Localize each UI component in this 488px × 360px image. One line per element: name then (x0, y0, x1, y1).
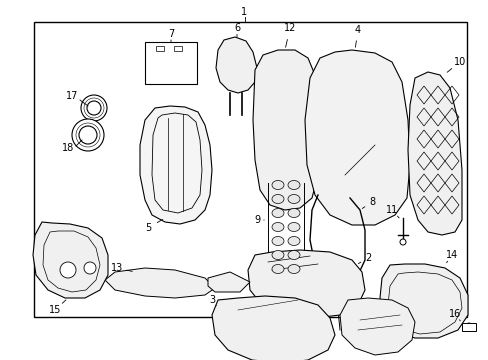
Ellipse shape (271, 194, 284, 203)
Polygon shape (33, 222, 108, 298)
Text: 2: 2 (364, 253, 370, 263)
Polygon shape (207, 272, 249, 292)
Text: 10: 10 (453, 57, 465, 67)
Text: 5: 5 (144, 223, 151, 233)
Text: 12: 12 (283, 23, 296, 33)
Polygon shape (216, 37, 257, 93)
Ellipse shape (271, 251, 284, 260)
Ellipse shape (287, 251, 299, 260)
Text: 14: 14 (445, 250, 457, 260)
Text: 13: 13 (111, 263, 123, 273)
Ellipse shape (287, 194, 299, 203)
Ellipse shape (271, 180, 284, 189)
Polygon shape (407, 72, 461, 235)
Text: 11: 11 (385, 205, 397, 215)
Bar (461, 323, 475, 331)
Ellipse shape (271, 222, 284, 231)
Ellipse shape (287, 222, 299, 231)
Circle shape (79, 126, 97, 144)
Circle shape (464, 323, 472, 331)
Ellipse shape (287, 237, 299, 246)
Text: 15: 15 (49, 305, 61, 315)
Polygon shape (105, 268, 215, 298)
Text: 18: 18 (62, 143, 74, 153)
Bar (156, 46, 163, 51)
Circle shape (84, 262, 96, 274)
Ellipse shape (287, 265, 299, 274)
Text: 16: 16 (448, 309, 460, 319)
Circle shape (60, 262, 76, 278)
Bar (145, 42, 197, 84)
Ellipse shape (271, 237, 284, 246)
Circle shape (81, 95, 107, 121)
Polygon shape (212, 296, 334, 360)
Circle shape (399, 239, 405, 245)
Text: 4: 4 (354, 25, 360, 35)
Text: 3: 3 (208, 295, 215, 305)
Ellipse shape (287, 208, 299, 217)
Ellipse shape (271, 208, 284, 217)
Circle shape (87, 101, 101, 115)
Text: 9: 9 (253, 215, 260, 225)
Text: 1: 1 (241, 7, 247, 17)
Polygon shape (339, 298, 414, 355)
Polygon shape (247, 250, 364, 318)
Bar (34, 22, 466, 317)
Polygon shape (305, 50, 409, 225)
Polygon shape (379, 264, 467, 338)
Ellipse shape (271, 265, 284, 274)
Text: 8: 8 (368, 197, 374, 207)
Ellipse shape (287, 180, 299, 189)
Polygon shape (252, 50, 317, 210)
Bar (174, 46, 182, 51)
Text: 6: 6 (233, 23, 240, 33)
Polygon shape (140, 106, 212, 224)
Text: 7: 7 (167, 29, 174, 39)
Text: 17: 17 (66, 91, 78, 101)
Circle shape (72, 119, 104, 151)
